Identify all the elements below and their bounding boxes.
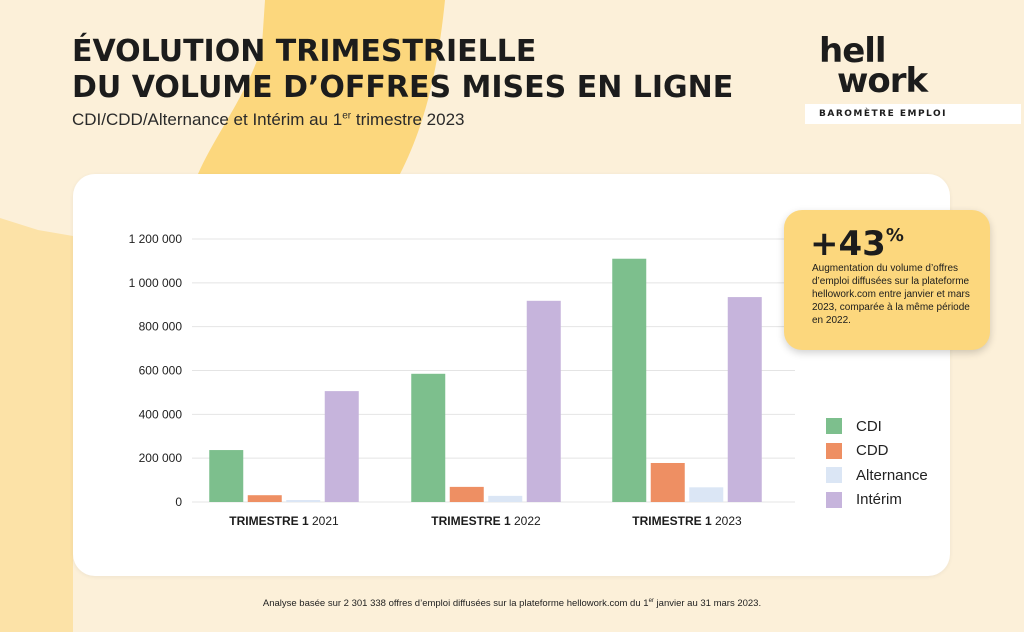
x-tick-label: TRIMESTRE 1 2021	[229, 514, 339, 528]
hellowork-logo[interactable]: hell work BAROMÈTRE EMPLOI	[805, 31, 1021, 124]
legend-label: Intérim	[856, 491, 902, 509]
page-title: ÉVOLUTION TRIMESTRIELLE DU VOLUME D’OFFR…	[72, 34, 733, 106]
y-tick-label: 600 000	[139, 364, 183, 378]
x-tick-label: TRIMESTRE 1 2022	[431, 514, 541, 528]
footnote: Analyse basée sur 2 301 338 offres d’emp…	[0, 598, 1024, 609]
y-tick-label: 400 000	[139, 407, 183, 421]
growth-callout: +43% Augmentation du volume d’offres d’e…	[784, 210, 990, 350]
legend-item: Intérim	[826, 488, 928, 513]
callout-percent-sign: %	[885, 225, 904, 246]
bar-alternance	[286, 500, 321, 502]
bar-intrim	[526, 300, 561, 502]
bar-cdi	[411, 373, 446, 502]
legend-swatch	[826, 491, 842, 508]
bar-cdd	[449, 486, 484, 502]
legend-label: CDD	[856, 442, 889, 460]
legend-swatch	[826, 442, 842, 459]
bar-cdi	[612, 258, 647, 502]
bar-cdi	[209, 450, 244, 502]
logo-wordmark: hell work	[819, 31, 1021, 101]
bar-alternance	[689, 487, 724, 502]
subtitle-superscript: er	[342, 110, 352, 122]
chart-legend: CDI CDD Alternance Intérim	[826, 414, 928, 512]
y-tick-label: 0	[175, 495, 182, 509]
x-tick-label: TRIMESTRE 1 2023	[632, 514, 742, 528]
legend-swatch	[826, 418, 842, 435]
y-tick-label: 1 000 000	[129, 276, 183, 290]
callout-description: Augmentation du volume d’offres d’emploi…	[812, 263, 970, 326]
page-title-line-2: DU VOLUME D’OFFRES MISES EN LIGNE	[72, 70, 734, 105]
logo-word-line-2: work	[837, 61, 928, 101]
legend-label: CDI	[856, 417, 882, 435]
legend-label: Alternance	[856, 466, 928, 484]
subtitle-text-end: trimestre 2023	[351, 110, 465, 129]
subtitle-text: CDI/CDD/Alternance et Intérim au 1	[72, 110, 343, 129]
page-subtitle: CDI/CDD/Alternance et Intérim au 1er tri…	[72, 110, 465, 130]
footnote-text: Analyse basée sur 2 301 338 offres d’emp…	[262, 598, 649, 610]
bar-cdd	[650, 462, 685, 502]
legend-swatch	[826, 467, 842, 484]
legend-item: CDI	[826, 414, 928, 439]
bar-cdd	[247, 495, 282, 502]
y-tick-label: 1 200 000	[129, 232, 183, 246]
callout-number: +43	[810, 224, 886, 264]
bar-intrim	[727, 297, 762, 502]
y-tick-label: 200 000	[139, 451, 183, 465]
callout-value: +43%	[810, 224, 904, 264]
bar-intrim	[324, 391, 359, 502]
legend-item: Alternance	[826, 463, 928, 488]
logo-tagline: BAROMÈTRE EMPLOI	[805, 104, 1021, 124]
page-title-line-1: ÉVOLUTION TRIMESTRIELLE	[72, 34, 537, 69]
footnote-superscript: er	[648, 598, 654, 604]
logo-word-line-1: hell	[819, 31, 887, 71]
footnote-text-end: janvier au 31 mars 2023.	[653, 598, 762, 610]
legend-item: CDD	[826, 439, 928, 464]
y-tick-label: 800 000	[139, 320, 183, 334]
bar-alternance	[488, 495, 523, 502]
